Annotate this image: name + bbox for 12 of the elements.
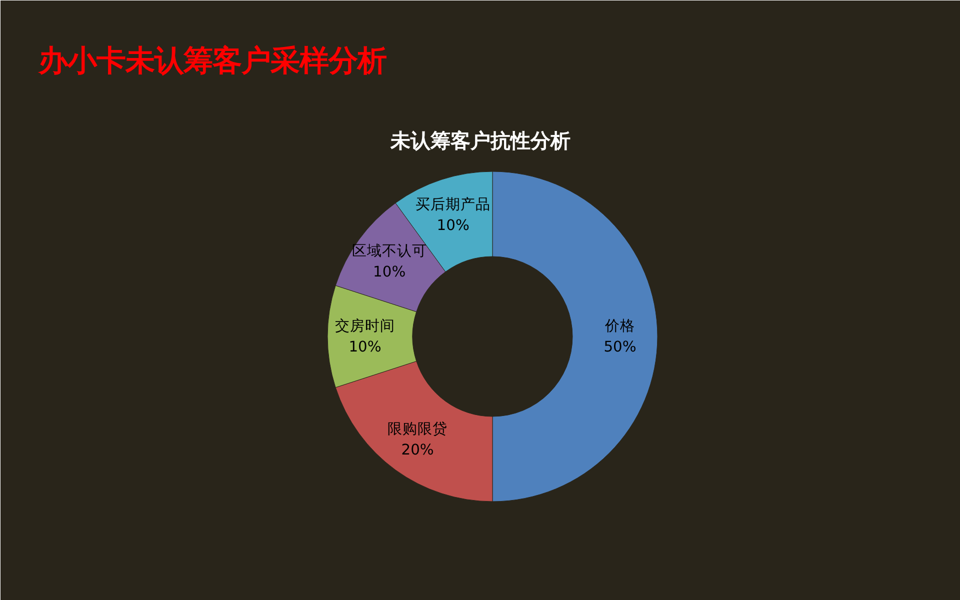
chart-subtitle: 未认筹客户抗性分析 <box>390 128 570 152</box>
data-label: 20% <box>401 442 434 459</box>
data-label: 50% <box>604 338 636 356</box>
slice-label: 限购限贷 <box>388 420 448 438</box>
slice-label: 买后期产品 <box>416 196 491 214</box>
chart-title: 办小卡未认筹客户采样分析 <box>38 44 386 78</box>
data-label: 10% <box>373 264 406 281</box>
slice-label: 区域不认可 <box>352 242 427 260</box>
slice-label: 交房时间 <box>335 318 395 334</box>
slice-label: 价格 <box>604 318 635 334</box>
data-label: 10% <box>436 217 470 234</box>
data-label: 10% <box>348 338 382 356</box>
